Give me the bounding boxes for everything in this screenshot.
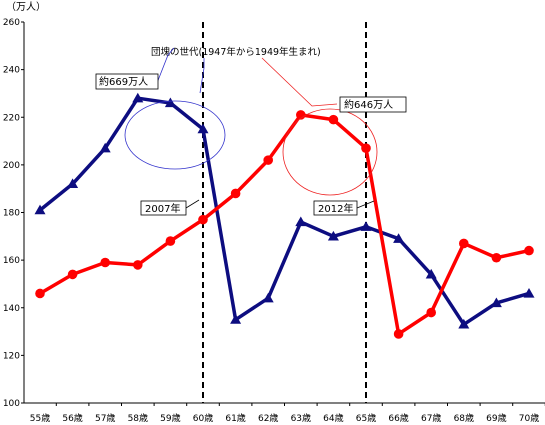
series-point-blue <box>164 97 176 108</box>
x-tick-label: 55歳 <box>30 412 50 424</box>
x-tick-label: 60歳 <box>193 412 213 424</box>
series-point-blue <box>230 314 242 324</box>
baby-boom-pointer-red <box>261 57 338 107</box>
series-point-red <box>426 307 437 318</box>
y-tick-label: 100 <box>3 399 20 409</box>
series-point-blue <box>295 216 307 227</box>
series-point-red <box>328 114 339 125</box>
series-point-red <box>165 236 176 246</box>
x-tick-label: 57歳 <box>95 412 115 424</box>
x-tick-label: 61歳 <box>225 412 245 424</box>
series-point-red <box>35 288 45 299</box>
red-callout-box <box>339 96 407 113</box>
series-point-red <box>133 260 143 270</box>
x-ticks: 55歳 56歳 57歳 58歳 59歳 60歳 61歳 62歳 63歳 64歳 65歳 66歳 67歳 6… <box>30 403 545 424</box>
y-tick-label: 200 <box>3 161 20 171</box>
series-point-blue <box>262 292 274 303</box>
series-point-red <box>361 143 371 154</box>
year-2007-label: 2007年 <box>145 202 180 215</box>
x-tick-label: 67歳 <box>421 412 441 424</box>
y-ticks: 100 120 140 160 180 200 220 240 260 <box>3 18 24 409</box>
x-tick-label: 62歳 <box>258 412 278 424</box>
series-point-red <box>230 188 241 199</box>
x-tick-label: 63歳 <box>291 412 311 424</box>
series-point-blue <box>327 230 339 241</box>
series-point-red <box>263 155 274 165</box>
series-point-red <box>459 238 469 249</box>
series-point-blue <box>393 233 405 243</box>
x-tick-label: 59歳 <box>160 412 180 424</box>
series-point-red <box>198 214 208 225</box>
blue-callout-pointer <box>156 47 175 84</box>
y-tick-label: 140 <box>3 304 20 314</box>
x-tick-label: 56歳 <box>62 412 82 424</box>
y-tick-label: 260 <box>3 18 20 28</box>
blue-peak-circle <box>124 100 226 170</box>
series-point-red <box>296 110 306 120</box>
red-peak-circle <box>282 108 378 196</box>
x-tick-label: 66歳 <box>388 412 408 424</box>
x-tick-label: 58歳 <box>128 412 148 424</box>
series-markers <box>34 92 535 339</box>
series-point-blue <box>490 297 502 308</box>
series-point-red <box>100 257 110 268</box>
y-tick-label: 120 <box>3 351 20 361</box>
baby-boom-pointer-blue <box>199 58 205 94</box>
x-tick-label: 68歳 <box>454 412 474 424</box>
x-tick-label: 65歳 <box>356 412 376 424</box>
series-point-blue <box>132 92 144 103</box>
y-tick-label: 160 <box>3 256 20 266</box>
blue-callout-text: 約669万人 <box>99 75 148 88</box>
series-line-blue <box>38 96 530 327</box>
y-axis-unit-label: （万人） <box>6 1 46 13</box>
year-2007-pointer <box>185 199 200 209</box>
red-callout-text: 約646万人 <box>344 98 393 111</box>
series-point-blue <box>360 221 372 231</box>
series-point-red <box>67 269 78 280</box>
y-tick-label: 220 <box>3 113 20 123</box>
x-tick-label: 64歳 <box>323 412 343 424</box>
series-point-blue <box>34 204 46 215</box>
series-point-blue <box>99 142 111 153</box>
series-line-red <box>39 113 530 336</box>
series-point-blue <box>458 318 470 329</box>
reference-lines <box>202 22 367 403</box>
x-tick-label: 70歳 <box>519 412 539 424</box>
series-lines <box>38 96 530 336</box>
y-tick-label: 180 <box>3 209 20 219</box>
annotations: 団塊の世代(1947年から1949年生まれ) 約669万人 約646万人 200… <box>95 46 407 216</box>
series-point-red <box>393 329 404 339</box>
year-2012-pointer <box>356 200 375 209</box>
baby-boom-label: 団塊の世代(1947年から1949年生まれ) <box>151 46 321 58</box>
series-point-blue <box>523 287 535 298</box>
year-2007-box <box>140 200 187 216</box>
blue-callout-box <box>95 73 159 90</box>
series-point-red <box>524 245 534 256</box>
series-point-blue <box>67 178 79 189</box>
y-tick-label: 240 <box>3 66 20 76</box>
year-2012-label: 2012年 <box>318 202 353 215</box>
series-point-red <box>491 252 502 263</box>
series-point-blue <box>425 268 437 279</box>
year-2012-box <box>313 200 358 216</box>
series-point-blue <box>197 123 209 134</box>
x-tick-label: 69歳 <box>486 412 506 424</box>
